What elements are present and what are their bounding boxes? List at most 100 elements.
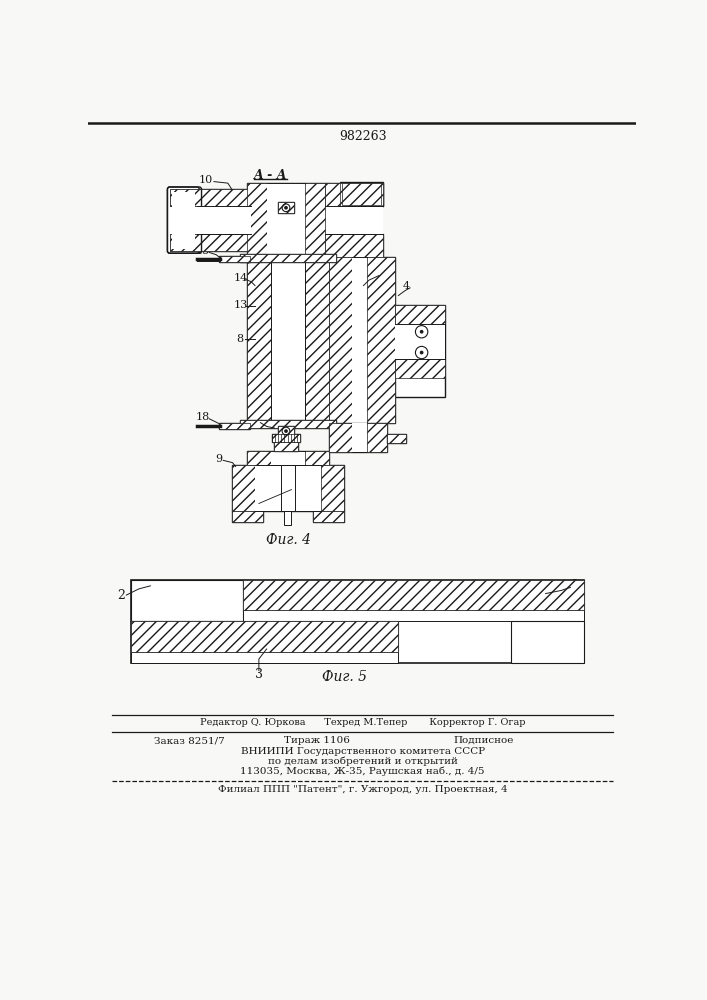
Text: 12: 12	[248, 415, 262, 425]
Bar	[240, 254, 337, 262]
Text: 113035, Москва, Ж-35, Раушская наб., д. 4/5: 113035, Москва, Ж-35, Раушская наб., д. …	[240, 767, 485, 776]
Bar	[247, 183, 325, 259]
Bar	[395, 359, 445, 378]
Bar	[281, 465, 295, 511]
Bar	[387, 434, 406, 443]
Text: A - A: A - A	[254, 169, 287, 182]
Bar	[368, 423, 387, 452]
Bar	[305, 183, 325, 259]
Bar	[368, 257, 395, 423]
Bar	[352, 257, 368, 423]
Circle shape	[421, 331, 423, 333]
Bar	[395, 305, 445, 397]
Bar	[131, 621, 398, 652]
Bar	[247, 257, 271, 423]
Bar	[313, 511, 344, 522]
Bar	[387, 434, 406, 443]
Bar	[271, 451, 305, 465]
Text: Фиг. 4: Фиг. 4	[266, 533, 311, 547]
Bar	[329, 423, 387, 452]
Text: 15: 15	[196, 246, 210, 256]
Bar	[267, 183, 305, 259]
Bar	[131, 580, 243, 621]
Bar	[131, 621, 398, 652]
Bar	[170, 234, 251, 251]
Bar	[243, 580, 585, 610]
Bar	[272, 434, 300, 442]
Bar	[325, 234, 383, 257]
Bar	[218, 256, 250, 262]
Bar	[247, 257, 329, 423]
Bar	[170, 189, 251, 206]
Bar	[243, 580, 585, 610]
Bar	[325, 183, 383, 206]
Text: 982263: 982263	[339, 130, 387, 143]
Bar	[247, 183, 267, 259]
Bar	[170, 234, 251, 251]
Bar	[240, 420, 337, 428]
Bar	[272, 434, 300, 442]
Bar	[240, 420, 337, 428]
Bar	[395, 324, 445, 359]
Bar	[325, 234, 383, 257]
Text: 10: 10	[199, 175, 214, 185]
Bar	[247, 451, 271, 465]
Bar	[329, 257, 395, 423]
Bar	[218, 423, 250, 429]
Bar	[305, 257, 329, 423]
Bar	[352, 423, 368, 452]
Circle shape	[285, 430, 287, 432]
Text: 3: 3	[255, 668, 263, 681]
Text: Заказ 8251/7: Заказ 8251/7	[154, 736, 225, 745]
Bar	[341, 183, 381, 205]
Text: ВНИИПИ Государственного комитета СССР: ВНИИПИ Государственного комитета СССР	[240, 747, 485, 756]
Bar	[232, 465, 344, 511]
Bar	[279, 202, 293, 213]
Bar	[131, 580, 585, 663]
Bar	[172, 192, 194, 249]
Bar	[510, 621, 585, 663]
Bar	[197, 206, 251, 234]
Bar	[325, 234, 383, 257]
Bar	[232, 511, 263, 522]
Bar	[218, 256, 250, 262]
Text: Тираж 1106: Тираж 1106	[284, 736, 350, 745]
FancyBboxPatch shape	[168, 187, 199, 253]
Bar	[284, 511, 291, 525]
Text: 2: 2	[117, 589, 125, 602]
Bar	[170, 234, 251, 251]
Text: 4: 4	[402, 281, 409, 291]
Bar	[243, 580, 585, 610]
Bar	[279, 202, 293, 213]
Bar	[247, 451, 329, 465]
Bar	[240, 254, 337, 262]
Text: 13: 13	[233, 300, 247, 310]
Bar	[279, 426, 293, 436]
Bar	[131, 621, 398, 652]
Bar	[329, 257, 352, 423]
Bar	[232, 465, 255, 511]
Circle shape	[421, 351, 423, 354]
Bar	[274, 442, 298, 451]
Bar	[325, 183, 383, 206]
Bar	[305, 451, 329, 465]
Bar	[340, 182, 383, 206]
Text: 11: 11	[366, 269, 380, 279]
Bar	[325, 206, 383, 234]
Text: Филиал ППП "Патент", г. Ужгород, ул. Проектная, 4: Филиал ППП "Патент", г. Ужгород, ул. Про…	[218, 785, 508, 794]
Bar	[274, 442, 298, 451]
Text: по делам изобретений и открытий: по делам изобретений и открытий	[268, 757, 457, 766]
Text: 8: 8	[237, 334, 244, 344]
Text: Редактор Q. Юркова      Техред М.Тепер       Корректор Г. Огар: Редактор Q. Юркова Техред М.Тепер Коррек…	[200, 718, 525, 727]
Bar	[313, 511, 344, 522]
Text: 3: 3	[571, 579, 579, 592]
Bar	[340, 183, 383, 206]
Bar	[218, 423, 250, 429]
Bar	[279, 426, 293, 436]
Bar	[170, 189, 251, 206]
Bar	[321, 465, 344, 511]
Bar	[325, 183, 383, 206]
Text: 9: 9	[215, 454, 222, 464]
Bar	[329, 423, 352, 452]
Text: Фиг. 5: Фиг. 5	[322, 670, 367, 684]
